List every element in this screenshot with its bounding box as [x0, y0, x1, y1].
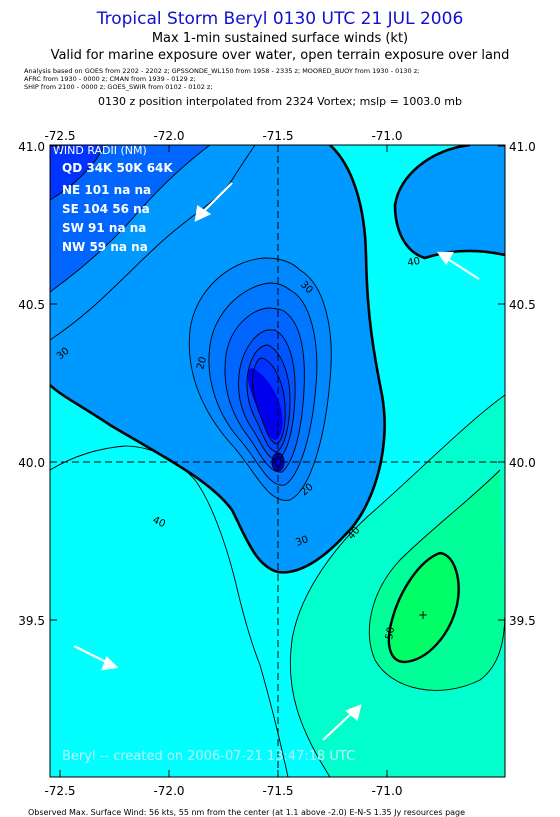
y-tick-label: 39.5 — [18, 614, 45, 628]
contour-label-group: 20 20 30 30 30 40 40 40 50 — [55, 256, 421, 641]
wind-arrow-icon — [322, 704, 362, 741]
wind-radii-title: WIND RADII (NM) — [53, 144, 147, 157]
wind-radii-row: NW 59 na na — [62, 240, 148, 254]
contour-45kt — [368, 469, 505, 691]
y-tick-label: 40.0 — [18, 456, 45, 470]
contour-label: 40 — [151, 515, 167, 530]
wind-radii-table: WIND RADII (NM) QD 34K 50K 64K NE 101 na… — [53, 144, 173, 254]
max-wind-marker: + — [418, 608, 428, 622]
wind-radii-header: QD 34K 50K 64K — [62, 161, 173, 175]
y-tick-label: 40.0 — [509, 456, 536, 470]
y-tick-label: 41.0 — [18, 140, 45, 154]
x-tick-label: -71.5 — [262, 129, 293, 143]
contour-lines — [50, 145, 505, 777]
analysis-line-1: Analysis based on GOES from 2202 - 2202 … — [24, 67, 420, 75]
vortex-core-fills — [189, 258, 332, 501]
x-tick-label: -71.5 — [262, 784, 293, 798]
y-axis-left-labels: 41.0 40.5 40.0 39.5 — [18, 140, 45, 628]
x-tick-label: -71.0 — [371, 784, 402, 798]
contour-label: 40 — [407, 256, 421, 269]
contour-10kt — [50, 145, 106, 201]
y-tick-label: 41.0 — [509, 140, 536, 154]
wind-radii-row: SW 91 na na — [62, 221, 146, 235]
y-tick-label: 40.5 — [18, 298, 45, 312]
axis-ticks — [50, 145, 505, 777]
contour-35kt-east — [393, 145, 505, 260]
fill-20kt-region — [50, 145, 210, 292]
y-axis-right-labels: 41.0 40.5 40.0 39.5 — [509, 140, 536, 628]
footer-note: Observed Max. Surface Wind: 56 kts, 55 n… — [28, 808, 466, 817]
vortex-contours — [188, 257, 332, 501]
contour-label: 20 — [195, 356, 209, 371]
subtitle-exposure: Valid for marine exposure over water, op… — [50, 48, 510, 63]
contour-40kt-sw — [50, 445, 289, 777]
contour-label: 30 — [294, 534, 310, 549]
wind-arrow-icon — [73, 645, 119, 671]
subtitle-winds: Max 1-min sustained surface winds (kt) — [151, 31, 409, 46]
fill-50kt-max — [388, 553, 459, 662]
x-tick-label: -72.0 — [153, 129, 184, 143]
wind-radii-row: SE 104 56 na — [62, 202, 150, 216]
x-tick-label: -71.0 — [371, 129, 402, 143]
fill-10kt-region — [50, 145, 105, 200]
contour-30kt-nw — [50, 145, 256, 341]
contour-20kt — [50, 145, 211, 293]
analysis-line-2: AFRC from 1930 - 0000 z; CMAN from 1939 … — [24, 75, 196, 83]
wind-radii-row: NE 101 na na — [62, 183, 151, 197]
map-title: Tropical Storm Beryl 0130 UTC 21 JUL 200… — [96, 9, 464, 29]
contour-35kt-bold — [50, 145, 386, 574]
filled-contours — [50, 145, 505, 777]
contour-40kt-se — [289, 394, 505, 777]
x-axis-top-labels: -72.5 -72.0 -71.5 -71.0 — [44, 129, 402, 143]
wind-arrow-icon — [436, 251, 480, 280]
fill-30kt-east — [395, 145, 505, 258]
contour-label: 50 — [384, 626, 397, 640]
y-tick-label: 39.5 — [509, 614, 536, 628]
y-tick-label: 40.5 — [509, 298, 536, 312]
analysis-line-3: SHIP from 2100 - 0000 z; GOES_SWIR from … — [24, 83, 213, 91]
created-credit: Beryl -- created on 2006-07-21 13:47:18 … — [62, 749, 355, 764]
x-tick-label: -72.5 — [44, 129, 75, 143]
wind-arrow-icon — [194, 182, 233, 222]
position-note: 0130 z position interpolated from 2324 V… — [97, 95, 462, 108]
x-axis-bottom-labels: -72.5 -72.0 -71.5 -71.0 — [44, 784, 402, 798]
x-tick-label: -72.5 — [44, 784, 75, 798]
contour-50kt-bold — [387, 551, 460, 664]
center-crosshair — [50, 145, 505, 777]
x-tick-label: -72.0 — [153, 784, 184, 798]
wind-vectors — [73, 182, 480, 741]
